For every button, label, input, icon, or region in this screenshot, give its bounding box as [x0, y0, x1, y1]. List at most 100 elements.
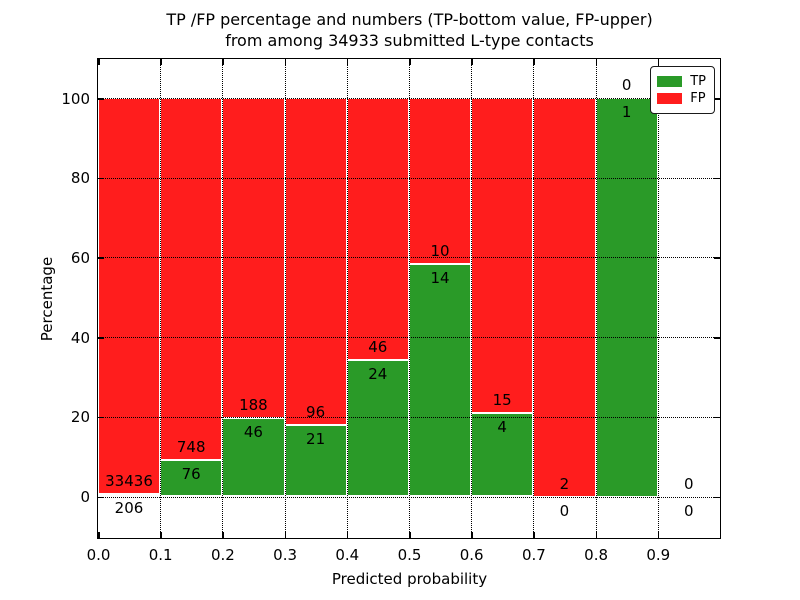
chart-title-line1: TP /FP percentage and numbers (TP-bottom… — [166, 10, 653, 29]
fp-legend-label: FP — [690, 91, 706, 106]
y-tick-mark — [714, 416, 720, 419]
tp-count-label: 76 — [181, 464, 201, 483]
x-tick-label: 0.2 — [210, 546, 235, 564]
x-tick-mark — [284, 59, 287, 65]
legend-entry-fp: FP — [657, 91, 706, 106]
horizontal-gridline — [98, 177, 720, 179]
x-tick-mark — [471, 532, 473, 538]
tp-count-label: 4 — [497, 417, 507, 436]
x-tick-mark — [284, 532, 287, 538]
y-tick-label: 100 — [61, 89, 90, 108]
y-tick-mark — [98, 257, 104, 259]
tp-bar — [160, 459, 223, 497]
fp-legend-swatch — [657, 93, 683, 104]
y-tick-mark — [714, 98, 720, 100]
horizontal-gridline — [98, 257, 720, 259]
fp-count-label: 0 — [621, 76, 632, 94]
x-tick-label: 0.1 — [148, 546, 173, 564]
vertical-gridline — [284, 59, 286, 538]
tp-count-label: 206 — [114, 499, 144, 518]
x-tick-mark — [533, 59, 535, 65]
tp-count-label: 0 — [684, 501, 694, 520]
x-tick-mark — [346, 532, 349, 538]
y-tick-mark — [714, 177, 720, 180]
fp-count-label: 188 — [239, 396, 268, 415]
fp-count-label: 748 — [176, 437, 206, 456]
x-tick-label: 0.7 — [521, 546, 546, 564]
y-tick-mark — [98, 496, 104, 498]
fp-count-label: 2 — [559, 474, 570, 493]
x-tick-label: 0.3 — [273, 546, 298, 564]
y-tick-mark — [98, 337, 104, 339]
x-tick-label: 0.8 — [584, 546, 609, 564]
x-tick-mark — [160, 59, 162, 65]
x-tick-mark — [657, 532, 660, 538]
x-tick-mark — [657, 59, 660, 65]
tp-bar — [409, 264, 472, 497]
y-tick-mark — [98, 177, 104, 180]
fp-count-label: 0 — [684, 474, 694, 493]
x-tick-mark — [595, 59, 598, 65]
fp-count-label: 10 — [430, 242, 450, 261]
tp-count-label: 24 — [368, 364, 388, 383]
fp-bar — [98, 98, 161, 495]
fp-count-label: 33436 — [105, 472, 153, 491]
fp-bar — [533, 98, 596, 497]
fp-count-label: 46 — [368, 337, 388, 356]
y-tick-label: 0 — [80, 488, 90, 506]
vertical-gridline — [222, 59, 224, 538]
tp-count-label: 21 — [306, 429, 326, 448]
x-tick-mark — [471, 59, 473, 65]
fp-bar — [346, 98, 409, 360]
tp-count-label: 46 — [243, 423, 263, 442]
x-tick-label: 0.6 — [459, 546, 484, 564]
x-tick-mark — [222, 59, 224, 65]
vertical-gridline — [471, 59, 473, 538]
chart-title-line2: from among 34933 submitted L-type contac… — [225, 31, 594, 50]
x-tick-label: 0.4 — [335, 546, 360, 564]
vertical-gridline — [160, 59, 162, 538]
tp-bar — [284, 424, 347, 497]
horizontal-gridline — [98, 416, 720, 418]
legend-entry-tp: TP — [657, 74, 706, 89]
vertical-gridline — [595, 59, 597, 538]
tp-count-label: 0 — [559, 501, 570, 520]
tp-bar — [595, 98, 658, 497]
tp-count-label: 1 — [621, 103, 632, 121]
x-tick-label: 0.9 — [646, 546, 671, 564]
horizontal-gridline — [98, 98, 720, 99]
x-tick-mark — [595, 532, 598, 538]
plot-area: TP FP 33436 206 748 76 188 46 96 21 46 24 10 14 15 4 2… — [97, 58, 721, 539]
tp-legend-swatch — [657, 76, 683, 87]
y-tick-mark — [714, 257, 720, 259]
x-tick-mark — [533, 532, 535, 538]
fp-bar — [471, 98, 534, 413]
x-tick-label: 0.0 — [86, 546, 111, 564]
x-tick-mark — [98, 59, 100, 65]
y-axis-label: Percentage — [38, 256, 56, 342]
y-tick-label: 80 — [70, 169, 90, 188]
y-tick-mark — [714, 496, 720, 498]
x-tick-mark — [409, 532, 411, 538]
fp-count-label: 96 — [306, 402, 326, 421]
x-tick-mark — [346, 59, 349, 65]
y-tick-label: 40 — [70, 328, 90, 347]
x-tick-mark — [98, 532, 100, 538]
x-tick-mark — [222, 532, 224, 538]
horizontal-gridline — [98, 496, 720, 498]
tp-legend-label: TP — [690, 74, 706, 89]
fp-bar — [284, 98, 347, 425]
x-axis-label: Predicted probability — [331, 570, 488, 588]
y-tick-mark — [98, 98, 104, 100]
legend: TP FP — [650, 66, 715, 114]
vertical-gridline — [657, 59, 659, 538]
fp-count-label: 15 — [492, 390, 512, 409]
y-tick-mark — [714, 337, 720, 339]
tp-count-label: 14 — [430, 269, 450, 288]
vertical-gridline — [346, 59, 348, 538]
fp-bar — [409, 98, 472, 265]
tp-bar — [471, 412, 534, 497]
y-tick-mark — [98, 416, 104, 419]
horizontal-gridline — [98, 337, 720, 339]
